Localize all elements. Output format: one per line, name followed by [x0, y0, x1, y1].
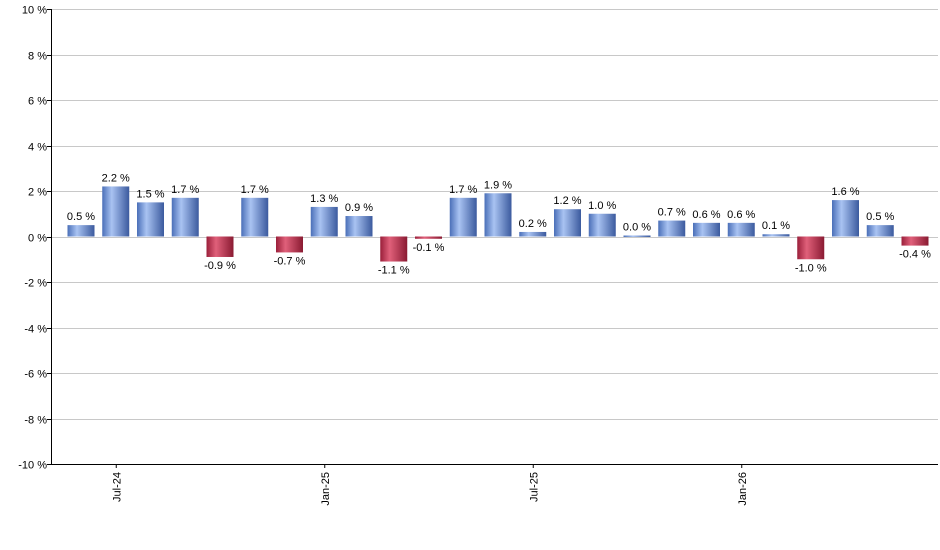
bar — [241, 197, 269, 237]
bar — [415, 236, 442, 239]
bar — [102, 186, 130, 237]
bar-value-label: -0.9 % — [204, 260, 236, 272]
bar-value-label: 0.7 % — [658, 207, 686, 219]
bar-value-label: 0.0 % — [623, 222, 651, 234]
bar-value-label: -1.0 % — [795, 262, 827, 274]
bar — [484, 193, 512, 237]
bar — [727, 222, 755, 237]
bar-value-label: 1.2 % — [553, 195, 581, 207]
bar-value-label: -0.1 % — [413, 242, 445, 254]
bar — [206, 236, 234, 257]
y-tick-label: -8 % — [24, 415, 47, 427]
bar-value-label: 1.0 % — [588, 200, 616, 212]
bar-value-label: 1.6 % — [831, 186, 859, 198]
bar — [901, 236, 929, 246]
x-tick-label: Jul-25 — [528, 472, 540, 502]
bar-value-label: 1.3 % — [310, 193, 338, 205]
bar-value-label: 0.5 % — [866, 211, 894, 223]
x-tick-label: Jan-25 — [320, 472, 332, 506]
bar — [310, 206, 338, 237]
bar-value-label: 0.9 % — [345, 202, 373, 214]
x-tick-label: Jan-26 — [737, 472, 749, 506]
axes: 10 % 8 % 6 % 4 % 2 % 0 % -2 % -4 % -6 % -8 % -10 %… — [18, 5, 938, 506]
bar-value-label: 0.2 % — [519, 218, 547, 230]
bar — [137, 202, 164, 237]
bar — [693, 222, 720, 237]
y-tick-label: 2 % — [28, 187, 47, 199]
bar — [276, 236, 303, 253]
bar — [588, 213, 616, 237]
y-tick-label: -10 % — [18, 460, 47, 472]
bar — [797, 236, 825, 260]
bar — [449, 197, 477, 237]
bar-value-label: 1.7 % — [171, 184, 199, 196]
bar-value-label: 2.2 % — [102, 172, 130, 184]
bar — [554, 209, 581, 237]
bar — [623, 235, 651, 237]
bar — [171, 197, 199, 237]
data-labels: 0.5 % 2.2 % 1.5 % 1.7 % -0.9 % 1.7 % -0.7 % 1.3… — [67, 172, 931, 276]
bar — [519, 231, 547, 237]
bar-value-label: 0.6 % — [727, 209, 755, 221]
bar-value-label: 0.6 % — [692, 209, 720, 221]
bar-value-label: 1.9 % — [484, 179, 512, 191]
y-tick-label: -4 % — [24, 324, 47, 336]
bar-value-label: 1.5 % — [136, 188, 164, 200]
bar — [832, 200, 859, 237]
bar — [762, 234, 790, 237]
bar-value-label: -0.4 % — [899, 249, 931, 261]
bar-value-label: 1.7 % — [449, 184, 477, 196]
bar — [658, 220, 686, 237]
bar — [866, 225, 894, 237]
y-tick-label: 8 % — [28, 51, 47, 63]
bar-value-label: 0.1 % — [762, 220, 790, 232]
bar — [345, 216, 373, 237]
bar-value-label: 0.5 % — [67, 211, 95, 223]
y-tick-label: 6 % — [28, 96, 47, 108]
bar-value-label: 1.7 % — [241, 184, 269, 196]
bars — [67, 186, 929, 262]
y-tick-label: -2 % — [24, 278, 47, 290]
bar — [380, 236, 408, 262]
y-tick-label: 10 % — [22, 5, 47, 17]
bar — [67, 225, 95, 237]
y-tick-label: 4 % — [28, 142, 47, 154]
bar-value-label: -0.7 % — [274, 255, 306, 267]
x-tick-label: Jul-24 — [111, 472, 123, 502]
y-tick-label: 0 % — [28, 233, 47, 245]
gridlines — [51, 9, 938, 420]
bar-value-label: -1.1 % — [378, 265, 410, 277]
y-tick-label: -6 % — [24, 369, 47, 381]
